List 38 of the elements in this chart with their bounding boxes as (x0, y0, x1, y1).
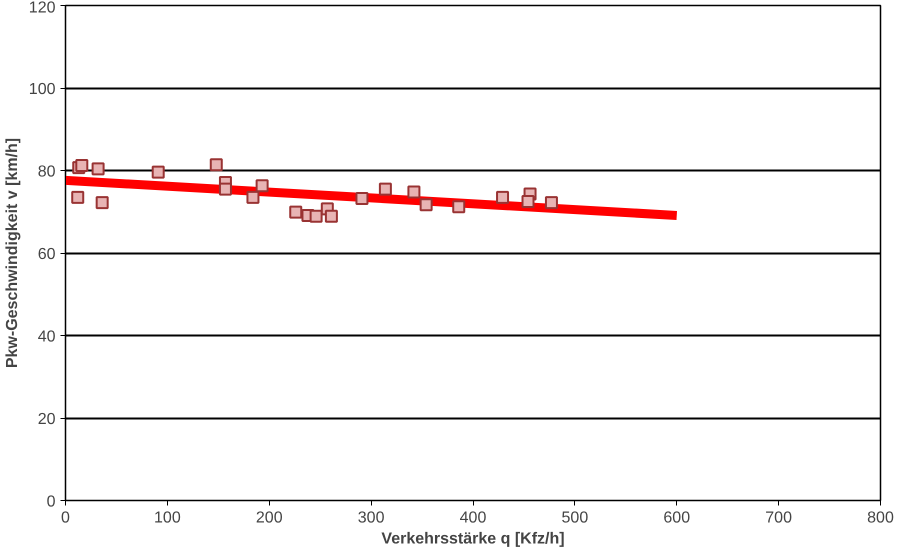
y-tick-label: 100 (28, 81, 56, 98)
x-tick-label: 800 (867, 510, 894, 526)
point (210, 158, 223, 172)
point (420, 198, 433, 212)
point (355, 192, 368, 206)
point (71, 190, 84, 204)
point (544, 196, 558, 210)
point (75, 159, 88, 172)
x-tick-label: 500 (562, 510, 588, 526)
point (310, 210, 323, 223)
x-axis-title: Verkehrsstärke q [Kfz/h] (381, 530, 565, 548)
point (246, 190, 260, 204)
x-tick-label: 600 (663, 510, 690, 526)
x-tick-label: 400 (460, 510, 486, 526)
point (496, 190, 510, 204)
y-tick-label: 0 (46, 494, 56, 510)
point (92, 162, 105, 176)
point (152, 166, 165, 179)
x-tick-label: 0 (61, 510, 70, 526)
point (256, 179, 269, 192)
point (452, 200, 466, 214)
y-tick-label: 60 (38, 246, 56, 263)
point (96, 196, 109, 210)
point (218, 182, 232, 196)
y-tick-label: 20 (38, 411, 56, 428)
y-tick-label: 40 (38, 328, 56, 346)
y-axis-title: Pkw-Geschwindigkeit v [km/h] (4, 138, 21, 368)
y-tick-label: 80 (38, 164, 56, 180)
y-tick-label: 120 (28, 0, 56, 16)
point (522, 194, 535, 208)
x-tick-label: 700 (765, 510, 792, 526)
point (378, 182, 392, 196)
x-tick-label: 200 (256, 510, 283, 526)
point (407, 185, 420, 198)
point (324, 210, 338, 223)
x-tick-label: 100 (154, 510, 181, 526)
x-tick-label: 300 (358, 510, 385, 526)
point (289, 206, 302, 219)
